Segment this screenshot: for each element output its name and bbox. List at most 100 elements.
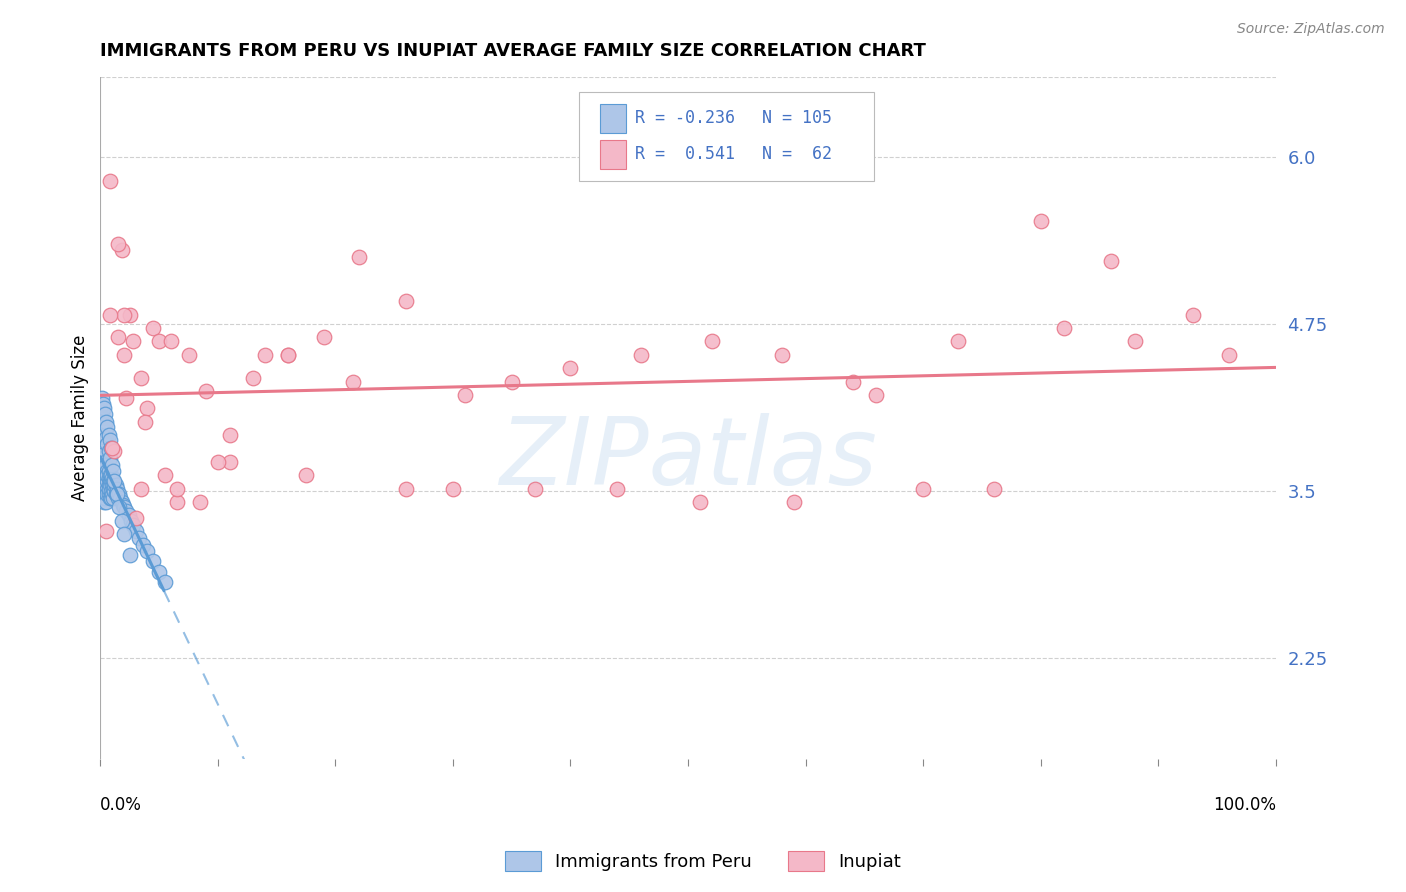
Point (395, 482, 418, 496)
Point (142, 321, 165, 335)
Point (90, 444, 112, 458)
Point (153, 468, 176, 483)
Point (94, 477, 117, 491)
Point (112, 500, 135, 515)
Legend: Immigrants from Peru, Inupiat: Immigrants from Peru, Inupiat (498, 844, 908, 879)
Point (124, 511, 146, 525)
Point (630, 348, 652, 362)
Point (96, 474, 118, 488)
Text: R = -0.236: R = -0.236 (636, 109, 735, 128)
Point (103, 474, 125, 488)
Point (112, 348, 135, 362)
Point (91, 474, 114, 488)
Point (97, 471, 120, 485)
Point (134, 415, 156, 429)
Point (110, 495, 132, 509)
Point (100, 442, 122, 456)
Point (103, 477, 125, 491)
Point (93, 417, 115, 432)
Point (93, 495, 115, 509)
Point (865, 388, 887, 402)
Point (97, 464, 120, 478)
Point (90, 404, 112, 418)
Point (136, 544, 159, 558)
Point (103, 482, 125, 496)
Point (107, 491, 129, 505)
Point (98, 491, 121, 505)
Point (90, 458, 112, 472)
Point (91, 450, 114, 465)
Point (1029, 214, 1052, 228)
Point (195, 384, 218, 398)
Point (124, 524, 146, 539)
Point (96, 420, 118, 434)
Point (277, 348, 299, 362)
Point (454, 388, 477, 402)
Point (103, 491, 125, 505)
Point (93, 474, 115, 488)
Point (96, 487, 118, 501)
Point (148, 334, 170, 349)
Point (122, 517, 145, 532)
Point (97, 428, 120, 442)
Point (93, 447, 115, 461)
Point (98, 474, 121, 488)
Point (948, 334, 970, 349)
Point (501, 375, 523, 389)
Point (131, 370, 153, 384)
Text: 0.0%: 0.0% (100, 797, 142, 814)
Point (122, 334, 145, 349)
Point (689, 495, 711, 509)
Point (606, 482, 628, 496)
Point (90, 391, 112, 405)
Point (104, 477, 127, 491)
Text: 100.0%: 100.0% (1212, 797, 1275, 814)
Point (103, 464, 125, 478)
Point (97, 444, 120, 458)
Point (93, 460, 115, 475)
Point (91, 410, 114, 425)
Point (91, 464, 114, 478)
Point (700, 334, 723, 349)
Point (107, 330, 129, 344)
Point (100, 474, 122, 488)
Text: Source: ZipAtlas.com: Source: ZipAtlas.com (1237, 22, 1385, 37)
Point (93, 464, 115, 478)
Point (90, 491, 112, 505)
Point (1218, 348, 1240, 362)
Point (110, 491, 132, 505)
Point (96, 495, 118, 509)
Point (97, 477, 120, 491)
Point (117, 508, 139, 523)
Point (103, 474, 125, 488)
Point (101, 487, 124, 501)
Point (153, 575, 176, 590)
Point (100, 491, 122, 505)
Point (105, 487, 128, 501)
Point (98, 434, 121, 448)
Point (105, 487, 128, 501)
Point (96, 482, 118, 496)
Point (97, 487, 120, 501)
Point (912, 482, 935, 496)
Point (142, 554, 165, 568)
Point (94, 460, 117, 475)
Point (96, 471, 118, 485)
Point (395, 294, 418, 309)
Point (101, 442, 124, 456)
Point (100, 468, 122, 483)
Point (1182, 308, 1205, 322)
Point (983, 482, 1005, 496)
Point (98, 308, 121, 322)
Point (98, 174, 121, 188)
Point (91, 397, 114, 411)
Point (136, 401, 159, 416)
Point (441, 482, 464, 496)
Point (277, 348, 299, 362)
Text: R =  0.541: R = 0.541 (636, 145, 735, 163)
Point (100, 484, 122, 499)
Point (96, 458, 118, 472)
Point (148, 565, 170, 579)
Point (218, 455, 240, 469)
Point (101, 458, 124, 472)
